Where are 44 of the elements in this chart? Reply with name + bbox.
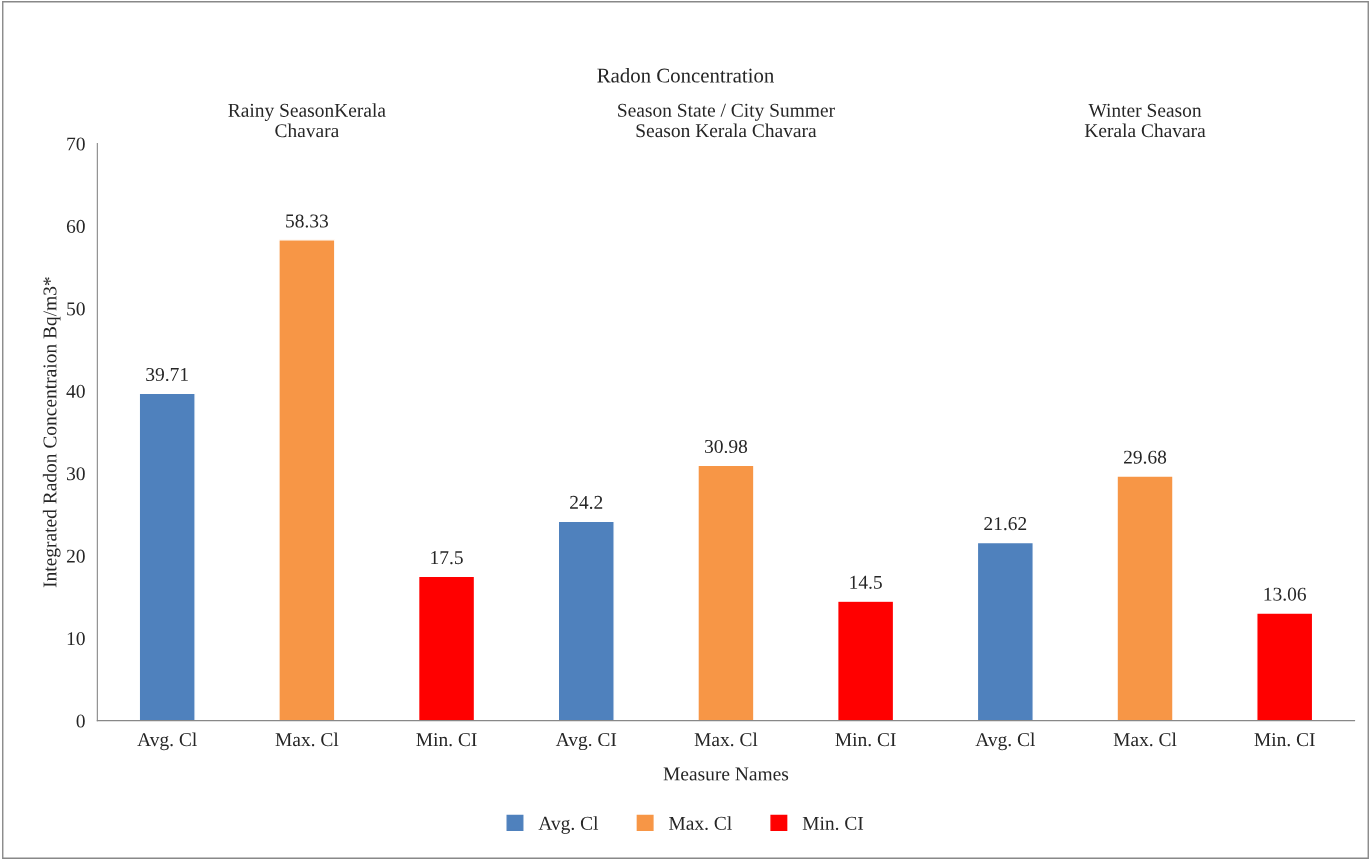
text: Season State / City Summer Season Kerala Chavara: [618, 103, 835, 138]
data-label: 21.62: [984, 517, 1027, 531]
x-tick-label: Avg. Cl: [975, 732, 1036, 751]
bar: [697, 464, 755, 721]
bar: [1256, 612, 1314, 721]
y-tick-label: 60: [66, 219, 85, 233]
bar: [1116, 475, 1174, 721]
bar: [837, 600, 895, 721]
bar: [138, 392, 196, 721]
text: Rainy SeasonKerala Chavara: [228, 103, 386, 138]
data-label: 14.5: [850, 575, 882, 589]
data-label: 39.71: [146, 367, 188, 382]
data-label: 29.68: [1123, 450, 1167, 464]
x-tick-label: Min. CI: [835, 733, 896, 747]
data-label: 30.98: [705, 439, 748, 454]
y-tick-label: 10: [67, 632, 85, 646]
legend-label: Avg. Cl: [538, 816, 599, 834]
x-tick-label: Min. CI: [1254, 733, 1315, 747]
x-tick-label: Max. Cl: [1113, 732, 1177, 747]
bar: [976, 541, 1034, 721]
data-label: 58.33: [286, 214, 328, 228]
legend-label: Max. Cl: [669, 816, 732, 830]
x-tick-label: Min. CI: [416, 733, 477, 747]
x-tick-label: Max. Cl: [275, 732, 339, 747]
y-tick-label: 0: [76, 714, 85, 728]
legend-label: Min. CI: [802, 816, 864, 830]
chart-title: Radon Concentration: [597, 67, 774, 83]
text: Winter Season Kerala Chavara: [1084, 103, 1206, 138]
y-tick-label: 30: [67, 467, 85, 481]
y-tick-label: 50: [67, 302, 85, 316]
x-tick-label: Avg. Cl: [137, 732, 197, 751]
y-axis-title: Integrated Radon Concentraion Bq/m3*: [42, 277, 61, 588]
y-tick-label: 70: [67, 137, 85, 151]
data-label: 24.2: [570, 495, 603, 509]
x-axis-title: Measure Names: [663, 767, 789, 781]
data-label: 13.06: [1264, 587, 1306, 601]
x-tick-label: Avg. CI: [555, 733, 617, 751]
y-tick-label: 40: [66, 384, 85, 398]
data-label: 17.5: [431, 551, 463, 565]
bar: [278, 239, 336, 721]
x-tick-label: Max. Cl: [694, 732, 758, 747]
bar: [557, 520, 615, 721]
bar: [417, 575, 476, 721]
y-tick-label: 20: [66, 549, 85, 563]
